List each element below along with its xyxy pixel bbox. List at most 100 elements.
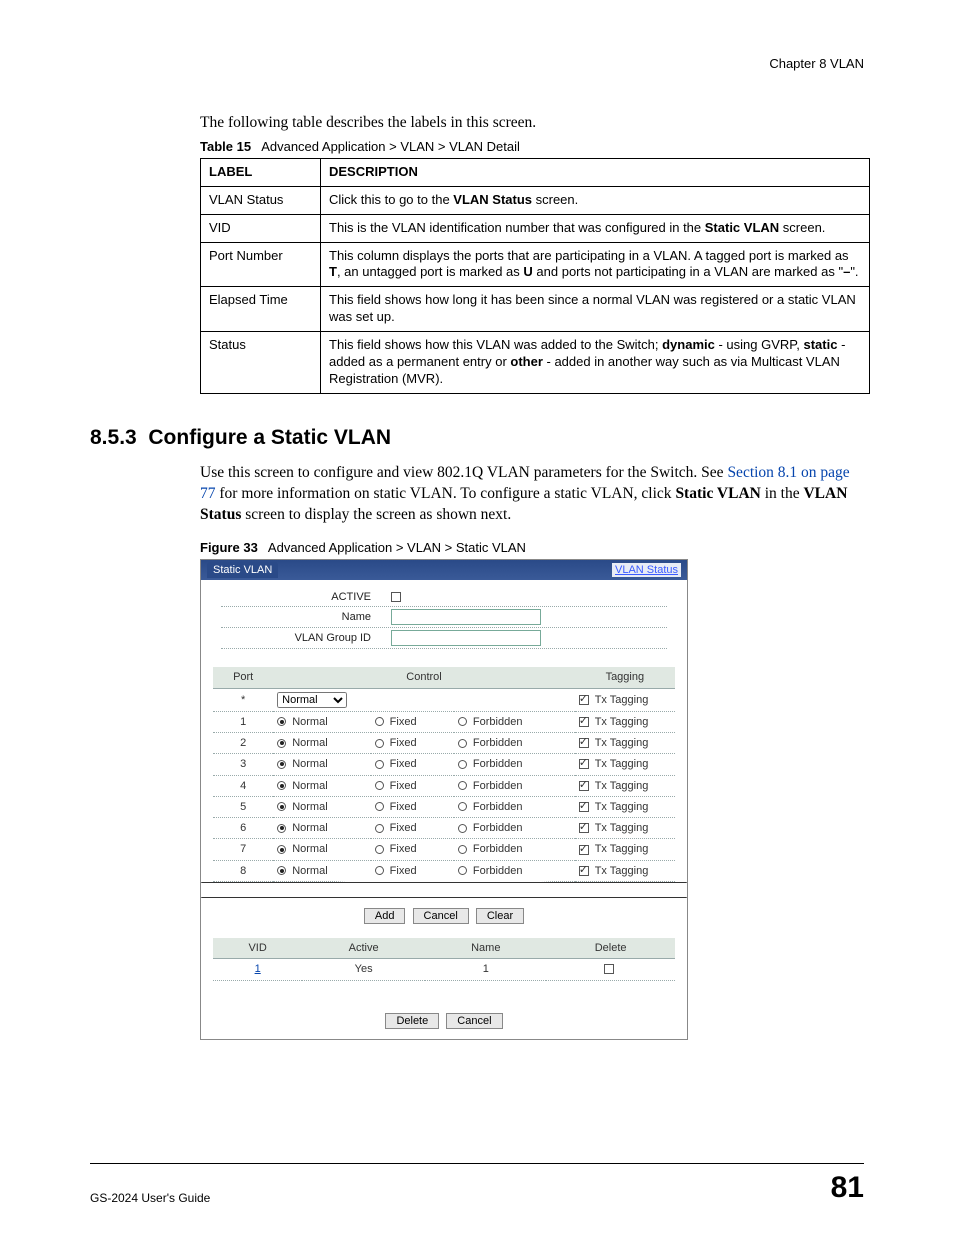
section-title: Configure a Static VLAN xyxy=(148,426,391,449)
ctrl-normal[interactable]: Normal xyxy=(273,732,370,753)
ui-titlebar: Static VLAN VLAN Status xyxy=(201,560,687,580)
button-row-1: Add Cancel Clear xyxy=(201,898,687,934)
th-label: LABEL xyxy=(201,158,321,186)
ctrl-tagging[interactable]: Tx Tagging xyxy=(575,818,675,839)
ctrl-fixed[interactable]: Fixed xyxy=(371,796,454,817)
cell-label: Elapsed Time xyxy=(201,287,321,332)
active-checkbox[interactable] xyxy=(391,592,401,602)
desc-bold: Static VLAN xyxy=(705,220,779,235)
name-input[interactable] xyxy=(391,609,541,625)
th-name: Name xyxy=(425,938,546,959)
para-t1: Use this screen to configure and view 80… xyxy=(200,464,727,481)
ctrl-fixed[interactable]: Fixed xyxy=(371,775,454,796)
ctrl-tagging[interactable]: Tx Tagging xyxy=(575,711,675,732)
ctrl-tagging[interactable]: Tx Tagging xyxy=(575,775,675,796)
ctrl-forbidden[interactable]: Forbidden xyxy=(454,818,575,839)
footer-guide: GS-2024 User's Guide xyxy=(90,1191,210,1207)
ctrl-fixed[interactable]: Fixed xyxy=(371,711,454,732)
ctrl-fixed[interactable]: Fixed xyxy=(371,754,454,775)
section-heading: 8.5.3 Configure a Static VLAN xyxy=(90,424,864,451)
ctrl-tagging[interactable]: Tx Tagging xyxy=(575,754,675,775)
ctrl-normal[interactable]: Normal xyxy=(273,711,370,732)
desc-bold: VLAN Status xyxy=(453,192,532,207)
ctrl-forbidden[interactable]: Forbidden xyxy=(454,775,575,796)
form-section: ACTIVE Name VLAN Group ID xyxy=(201,580,687,655)
ctrl-forbidden[interactable]: Forbidden xyxy=(454,839,575,860)
cell-desc: Click this to go to the VLAN Status scre… xyxy=(321,186,870,214)
vlan-status-link[interactable]: VLAN Status xyxy=(612,563,681,577)
th-port: Port xyxy=(213,667,273,688)
desc-pre: Click this to go to the xyxy=(329,192,453,207)
chapter-header: Chapter 8 VLAN xyxy=(90,56,864,73)
para-t3: in the xyxy=(761,485,804,502)
ctrl-normal[interactable]: Normal xyxy=(273,775,370,796)
ctrl-forbidden[interactable]: Forbidden xyxy=(454,754,575,775)
cell-label: Status xyxy=(201,332,321,394)
port-num: * xyxy=(213,688,273,711)
ctrl-forbidden[interactable]: Forbidden xyxy=(454,732,575,753)
desc-pre: This is the VLAN identification number t… xyxy=(329,220,705,235)
port-row: 5 Normal Fixed Forbidden Tx Tagging xyxy=(213,796,675,817)
table15: LABEL DESCRIPTION VLAN Status Click this… xyxy=(200,158,870,394)
cancel2-button[interactable]: Cancel xyxy=(446,1013,502,1029)
port-table: Port Control Tagging * Normal Tx Tagging… xyxy=(213,667,675,882)
vlan-list-row: 1 Yes 1 xyxy=(213,959,675,980)
ctrl-forbidden[interactable]: Forbidden xyxy=(454,711,575,732)
ctrl-normal[interactable]: Normal xyxy=(273,818,370,839)
delete-checkbox[interactable] xyxy=(604,964,614,974)
row-group: VLAN Group ID xyxy=(221,628,667,649)
port-row: 4 Normal Fixed Forbidden Tx Tagging xyxy=(213,775,675,796)
control-select[interactable]: Normal xyxy=(277,692,347,708)
row-name: Name xyxy=(221,607,667,628)
ctrl-normal[interactable]: Normal xyxy=(273,796,370,817)
section-number: 8.5.3 xyxy=(90,426,137,449)
cell-label: Port Number xyxy=(201,242,321,287)
clear-button[interactable]: Clear xyxy=(476,908,524,924)
section-para: Use this screen to configure and view 80… xyxy=(200,463,864,526)
table15-caption-num: Table 15 xyxy=(200,139,251,154)
port-row: 1 Normal Fixed Forbidden Tx Tagging xyxy=(213,711,675,732)
cell-label: VLAN Status xyxy=(201,186,321,214)
port-num: 7 xyxy=(213,839,273,860)
table15-caption-text: Advanced Application > VLAN > VLAN Detai… xyxy=(261,139,520,154)
delete-button[interactable]: Delete xyxy=(385,1013,439,1029)
cell-desc: This column displays the ports that are … xyxy=(321,242,870,287)
page-footer: GS-2024 User's Guide 81 xyxy=(90,1163,864,1207)
port-num: 4 xyxy=(213,775,273,796)
port-num: 6 xyxy=(213,818,273,839)
ctrl-tagging[interactable]: Tx Tagging xyxy=(575,796,675,817)
add-button[interactable]: Add xyxy=(364,908,406,924)
static-vlan-screenshot: Static VLAN VLAN Status ACTIVE Name VLAN… xyxy=(200,559,688,1040)
ctrl-normal[interactable]: Normal xyxy=(273,754,370,775)
ctrl-fixed[interactable]: Fixed xyxy=(371,732,454,753)
para-t2: for more information on static VLAN. To … xyxy=(216,485,676,502)
th-tagging: Tagging xyxy=(575,667,675,688)
table15-caption: Table 15 Advanced Application > VLAN > V… xyxy=(200,139,864,156)
para-b1: Static VLAN xyxy=(675,485,760,502)
ctrl-forbidden[interactable]: Forbidden xyxy=(454,796,575,817)
cell-name: 1 xyxy=(425,959,546,980)
port-row: 3 Normal Fixed Forbidden Tx Tagging xyxy=(213,754,675,775)
vid-link[interactable]: 1 xyxy=(255,963,261,975)
port-num: 5 xyxy=(213,796,273,817)
cancel-button[interactable]: Cancel xyxy=(413,908,469,924)
table-row: VLAN Status Click this to go to the VLAN… xyxy=(201,186,870,214)
button-row-2: Delete Cancel xyxy=(201,1003,687,1039)
cell-desc: This field shows how this VLAN was added… xyxy=(321,332,870,394)
tagging-checkbox[interactable] xyxy=(579,695,589,705)
table-row: Port Number This column displays the por… xyxy=(201,242,870,287)
cell-active: Yes xyxy=(302,959,425,980)
ctrl-fixed[interactable]: Fixed xyxy=(371,818,454,839)
ctrl-tagging[interactable]: Tx Tagging xyxy=(575,732,675,753)
ctrl-fixed[interactable]: Fixed xyxy=(371,839,454,860)
label-group: VLAN Group ID xyxy=(221,631,391,645)
label-active: ACTIVE xyxy=(221,590,391,604)
port-num: 1 xyxy=(213,711,273,732)
ctrl-tagging[interactable]: Tx Tagging xyxy=(575,839,675,860)
group-input[interactable] xyxy=(391,630,541,646)
port-num: 2 xyxy=(213,732,273,753)
cell-desc: This field shows how long it has been si… xyxy=(321,287,870,332)
ctrl-normal[interactable]: Normal xyxy=(273,839,370,860)
cell-desc: This is the VLAN identification number t… xyxy=(321,214,870,242)
tagging-label: Tx Tagging xyxy=(595,694,649,706)
